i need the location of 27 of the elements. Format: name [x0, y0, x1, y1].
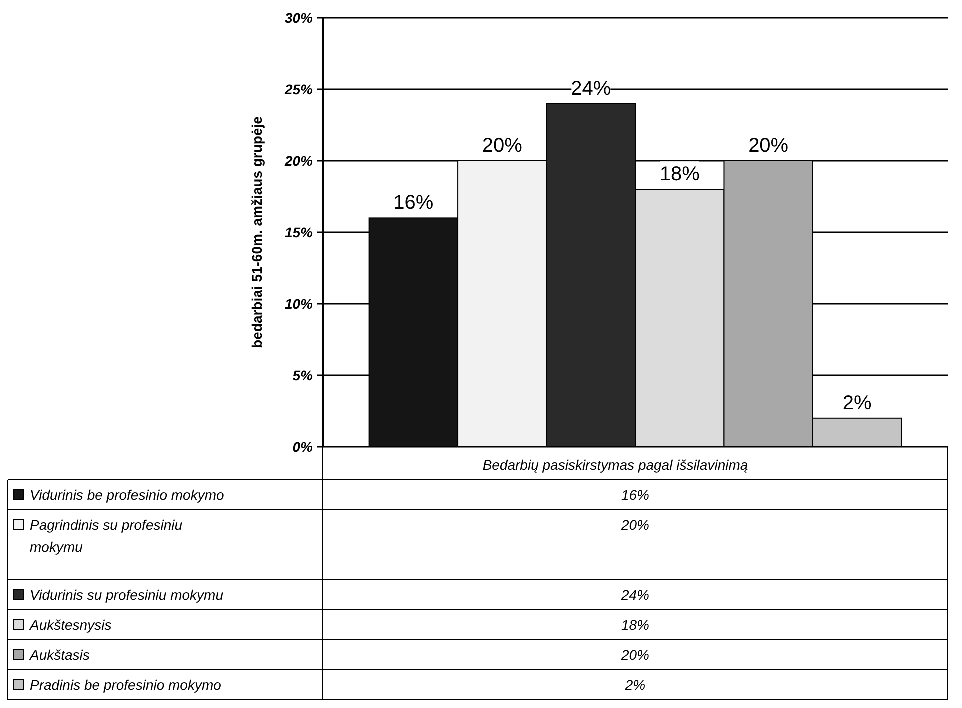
y-tick-label: 10%: [284, 296, 314, 312]
data-label: 2%: [842, 392, 872, 414]
legend-label: Vidurinis be profesinio mokymo: [30, 487, 224, 503]
y-tick-label: 20%: [284, 152, 314, 169]
legend-label: Aukštasis: [29, 647, 90, 663]
y-tick-label: 15%: [284, 224, 314, 240]
text: 20%: [621, 517, 650, 533]
legend-label: Aukštesnysis: [29, 617, 112, 633]
data-label: 20%: [748, 135, 789, 157]
y-tick-label: 30%: [284, 10, 314, 26]
text: 2%: [625, 677, 646, 693]
legend-label: Pradinis be profesinio mokymo: [30, 677, 222, 693]
text: 18%: [621, 617, 650, 633]
y-axis-title: bedarbiai 51-60m. amžiaus grupėje: [249, 116, 265, 348]
y-tick-label: 0%: [292, 438, 314, 455]
y-tick-label: 5%: [292, 367, 314, 384]
text: 24%: [621, 587, 650, 603]
text: 20%: [621, 647, 650, 663]
y-tick-label: 25%: [284, 81, 314, 98]
data-label: 20%: [482, 135, 523, 157]
data-label: 24%: [571, 78, 612, 100]
text: 16%: [621, 487, 650, 503]
data-label: 18%: [660, 164, 700, 186]
data-label: 16%: [394, 192, 434, 214]
legend-label: Vidurinis su profesiniu mokymu: [30, 587, 224, 603]
legend-label: Pagrindinis su profesiniu mokymu: [30, 517, 183, 555]
x-tick-label: Bedarbių pasiskirstymas pagal išsilavinimą: [482, 457, 748, 473]
